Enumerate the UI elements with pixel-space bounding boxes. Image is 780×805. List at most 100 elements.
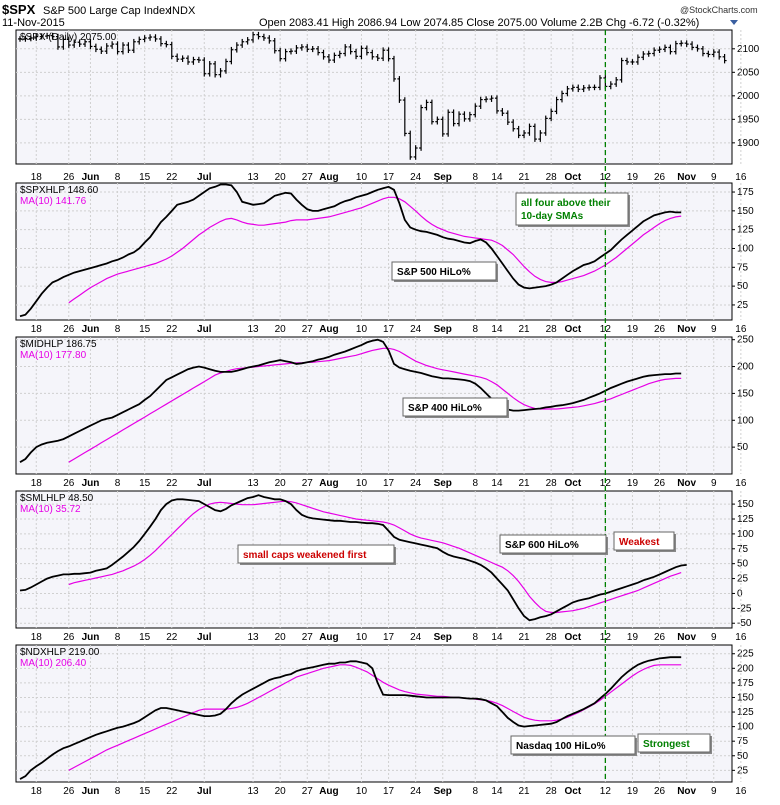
x-tick-label: Jun: [82, 172, 100, 183]
annotation-mid: S&P 400 HiLo%: [402, 397, 509, 418]
x-tick-label: Jul: [197, 324, 212, 335]
annotation-box: [391, 261, 497, 281]
x-tick-label: Aug: [319, 172, 338, 183]
x-tick-label: 18: [31, 172, 43, 183]
hilo-legend: $MIDHLP 186.75: [20, 339, 97, 350]
x-tick-label: 18: [31, 632, 43, 643]
y-tick-label: 75: [737, 736, 749, 747]
x-tick-label: 21: [518, 324, 530, 335]
y-tick-label: 50: [737, 442, 749, 453]
hilo-line: [19, 338, 682, 463]
x-tick-label: Nov: [677, 478, 696, 489]
x-tick-label: Aug: [319, 786, 338, 797]
dropdown-triangle-icon[interactable]: [730, 20, 738, 25]
x-tick-label: 13: [247, 632, 259, 643]
x-tick-label: 28: [546, 786, 558, 797]
hilo-line: [19, 494, 687, 622]
annotation-text: Nasdaq 100 HiLo%: [516, 741, 606, 752]
annotation-weakest: Weakest: [613, 531, 676, 552]
x-tick-label: Nov: [677, 324, 696, 335]
header-exchange: INDX: [169, 5, 196, 17]
x-tick-label: 8: [472, 478, 478, 489]
hilo-legend: $NDXHLP 219.00: [20, 647, 100, 658]
y-tick-label: 25: [737, 574, 749, 585]
x-tick-label: Jun: [82, 324, 100, 335]
ma10-line: [68, 347, 682, 463]
x-tick-label: 24: [410, 478, 422, 489]
x-tick-label: 19: [627, 632, 639, 643]
x-tick-label: 27: [302, 478, 314, 489]
y-tick-label: 150: [737, 692, 754, 703]
y-tick-label: 200: [737, 362, 754, 373]
x-tick-label: 27: [302, 632, 314, 643]
hilo-legend: $SPXHLP 148.60: [20, 185, 99, 196]
annotation-box: [613, 531, 675, 551]
annotation-box: [637, 733, 711, 753]
x-tick-label: 8: [472, 632, 478, 643]
panel-2: 25 50 75 100 125 150 175 18 26 Jun 8 15 22 Jul 13 20 27 A…: [15, 182, 754, 335]
annotation-text: Strongest: [643, 739, 690, 750]
hilo-line: [19, 656, 682, 780]
x-tick-label: 8: [115, 478, 121, 489]
x-tick-label: 8: [472, 786, 478, 797]
x-tick-label: Jul: [197, 786, 212, 797]
x-tick-label: 17: [383, 172, 395, 183]
x-tick-label: 19: [627, 324, 639, 335]
annotation-text: S&P 500 HiLo%: [397, 267, 471, 278]
y-tick-label: 2050: [737, 67, 760, 78]
x-tick-label: 26: [63, 172, 75, 183]
x-tick-label: 14: [491, 172, 503, 183]
x-tick-label: 20: [275, 324, 287, 335]
annotation-box: [237, 544, 395, 564]
panel-4: -50 -25 0 25 50 75 100 125 150 18 26 Jun 8 15 22 Jul 13 2…: [15, 490, 754, 643]
x-tick-label: 9: [711, 324, 717, 335]
x-tick-label: Aug: [319, 478, 338, 489]
annotation-text: S&P 400 HiLo%: [408, 403, 482, 414]
plot-area: [15, 29, 733, 165]
x-tick-label: Jul: [197, 632, 212, 643]
x-tick-label: 15: [139, 786, 151, 797]
x-tick-label: 14: [491, 324, 503, 335]
x-tick-label: 26: [654, 786, 666, 797]
x-tick-label: 20: [275, 632, 287, 643]
x-tick-label: 15: [139, 324, 151, 335]
ma-legend: MA(10) 141.76: [20, 196, 87, 207]
x-tick-label: 14: [491, 632, 503, 643]
x-tick-label: 9: [711, 172, 717, 183]
header-date: 11-Nov-2015: [2, 17, 65, 29]
annotation-ndx: Nasdaq 100 HiLo%: [510, 735, 637, 756]
x-tick-label: 10: [356, 478, 368, 489]
x-tick-label: 16: [735, 786, 747, 797]
x-tick-label: 9: [711, 632, 717, 643]
annotation-box: [515, 192, 629, 226]
ma10-line: [68, 500, 682, 614]
y-tick-label: -25: [737, 603, 752, 614]
x-tick-label: 12: [600, 478, 612, 489]
x-tick-label: 19: [627, 786, 639, 797]
y-tick-label: 100: [737, 529, 754, 540]
x-tick-label: Nov: [677, 786, 696, 797]
plot-area: [15, 336, 733, 475]
y-tick-label: 225: [737, 649, 754, 660]
x-tick-label: 15: [139, 172, 151, 183]
x-tick-label: 10: [356, 172, 368, 183]
y-tick-label: 125: [737, 514, 754, 525]
x-tick-label: 19: [627, 172, 639, 183]
panel-1: 1900 1950 2000 2050 2100 18 26 Jun 8 15 22 Jul 13 20 2…: [15, 29, 760, 183]
header-symbol: $SPX: [2, 2, 36, 17]
annotation-box: [499, 534, 607, 554]
x-tick-label: 22: [166, 632, 178, 643]
annotation-box: [402, 397, 508, 417]
y-tick-label: 175: [737, 187, 754, 198]
x-tick-label: 17: [383, 786, 395, 797]
y-tick-label: 175: [737, 678, 754, 689]
x-tick-label: Aug: [319, 324, 338, 335]
x-tick-label: 13: [247, 324, 259, 335]
ma-legend: MA(10) 177.80: [20, 350, 87, 361]
y-tick-label: 75: [737, 544, 749, 555]
y-tick-label: 25: [737, 765, 749, 776]
ma10-line: [68, 196, 682, 304]
y-tick-label: 0: [737, 588, 743, 599]
x-tick-label: 9: [711, 786, 717, 797]
